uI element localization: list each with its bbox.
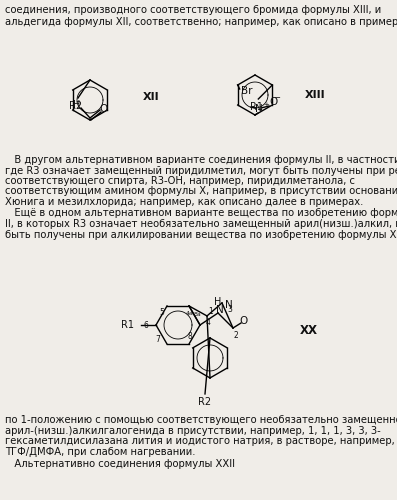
Text: соединения, производного соответствующего бромида формулы XIII, и: соединения, производного соответствующег… — [5, 5, 381, 15]
Text: H: H — [214, 297, 222, 307]
Text: В другом альтернативном варианте соединения формулы II, в частности,: В другом альтернативном варианте соедине… — [5, 155, 397, 165]
Text: R2: R2 — [198, 397, 212, 407]
Text: R2: R2 — [69, 101, 83, 111]
Text: XIII: XIII — [305, 90, 326, 100]
Text: 3: 3 — [227, 306, 232, 314]
Text: Br: Br — [241, 86, 252, 96]
Text: ТГФ/ДМФА, при слабом нагревании.: ТГФ/ДМФА, при слабом нагревании. — [5, 446, 195, 456]
Text: 1: 1 — [209, 308, 213, 316]
Text: по 1-положению с помощью соответствующего необязательно замещенного: по 1-положению с помощью соответствующег… — [5, 415, 397, 425]
Text: где R3 означает замещенный пиридилметил, могут быть получены при реакции: где R3 означает замещенный пиридилметил,… — [5, 166, 397, 175]
Text: 4a: 4a — [186, 312, 194, 316]
Text: 2: 2 — [233, 330, 238, 340]
Text: альдегида формулы XII, соответственно; например, как описано в примерах: альдегида формулы XII, соответственно; н… — [5, 17, 397, 27]
Text: R1: R1 — [250, 102, 263, 112]
Text: 7: 7 — [156, 334, 160, 344]
Text: N: N — [216, 305, 224, 315]
Text: арил-(низш.)алкилгалогенида в присутствии, например, 1, 1, 1, 3, 3, 3-: арил-(низш.)алкилгалогенида в присутстви… — [5, 426, 381, 436]
Text: соответствующего спирта, R3-ОН, например, пиридилметанола, с: соответствующего спирта, R3-ОН, например… — [5, 176, 355, 186]
Text: 6: 6 — [144, 320, 148, 330]
Text: +: + — [263, 102, 269, 108]
Text: O: O — [239, 316, 247, 326]
Text: II, в которых R3 означает необязательно замещенный арил(низш.)алкил, могут: II, в которых R3 означает необязательно … — [5, 219, 397, 229]
Text: Ещё в одном альтернативном варианте вещества по изобретению формулы: Ещё в одном альтернативном варианте веще… — [5, 208, 397, 218]
Text: N: N — [225, 300, 233, 310]
Text: быть получены при алкилировании вещества по изобретению формулы XX: быть получены при алкилировании вещества… — [5, 230, 397, 239]
Text: 8: 8 — [188, 332, 193, 340]
Text: 8a: 8a — [194, 312, 202, 316]
Text: XX: XX — [300, 324, 318, 336]
Text: O: O — [99, 104, 107, 114]
Text: H: H — [73, 100, 81, 110]
Text: соответствующим амином формулы X, например, в присутствии основания: соответствующим амином формулы X, наприм… — [5, 186, 397, 196]
Text: 4: 4 — [206, 318, 210, 328]
Text: O: O — [269, 97, 277, 107]
Text: Хюнига и мезилхлорида; например, как описано далее в примерах.: Хюнига и мезилхлорида; например, как опи… — [5, 197, 363, 207]
Text: Альтернативно соединения формулы XXII: Альтернативно соединения формулы XXII — [5, 459, 235, 469]
Text: гексаметилдисилазана лития и иодистого натрия, в растворе, например, в: гексаметилдисилазана лития и иодистого н… — [5, 436, 397, 446]
Text: XII: XII — [143, 92, 160, 102]
Text: R1: R1 — [121, 320, 134, 330]
Text: 5: 5 — [160, 308, 164, 318]
Text: N: N — [255, 104, 263, 114]
Text: −: − — [274, 94, 281, 102]
